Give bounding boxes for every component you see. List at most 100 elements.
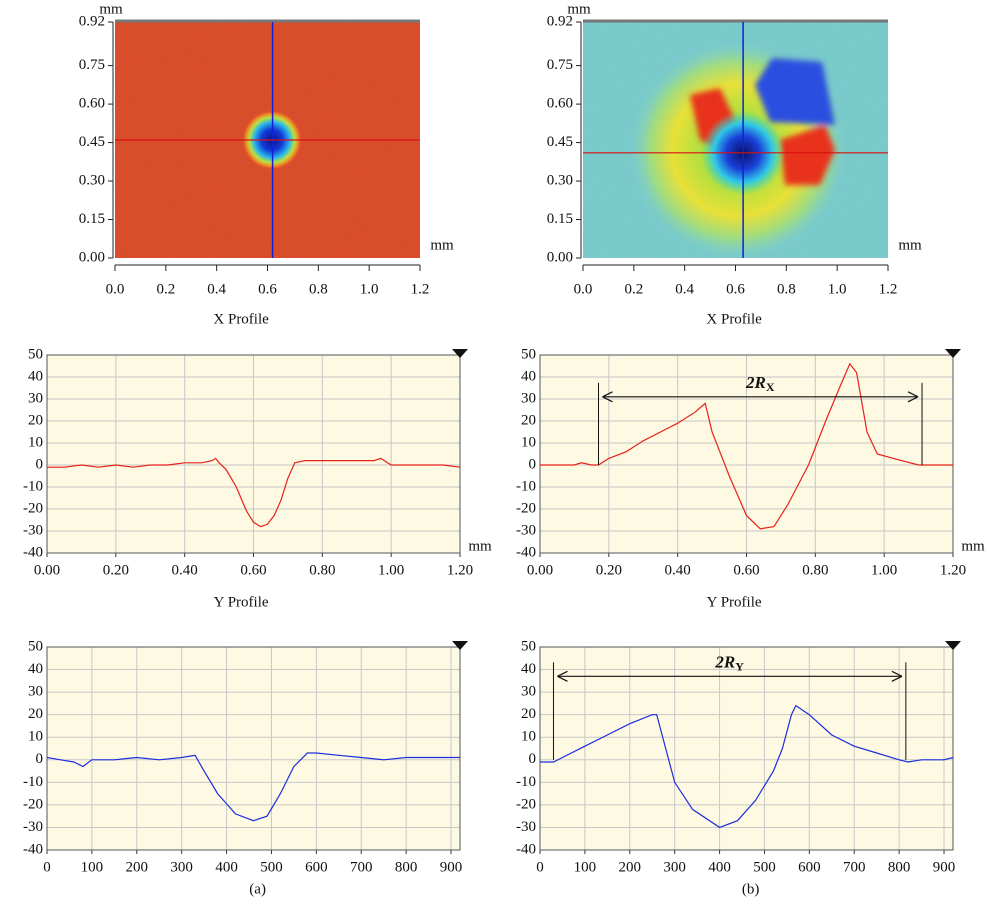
x-tick-label: 200 <box>619 859 642 875</box>
span-label: 2RX <box>745 373 775 394</box>
x-tick-label: 700 <box>350 859 373 875</box>
profile-line <box>47 457 461 528</box>
profile-line <box>46 752 460 822</box>
x-tick-label: 1.00 <box>378 562 404 578</box>
x-tick-label: 300 <box>663 859 686 875</box>
y-tick-label: 0.15 <box>79 211 105 227</box>
x-tick-label: 0.2 <box>624 281 643 297</box>
profile-title: Y Profile <box>214 594 269 610</box>
x-axis-unit: mm <box>430 237 454 253</box>
x-tick-label: 0 <box>536 859 544 875</box>
plot-frame <box>539 646 954 851</box>
y-tick-label: 10 <box>521 729 536 745</box>
x-tick-label: 100 <box>574 859 597 875</box>
plot-frame <box>46 354 461 554</box>
y-tick-label: 0 <box>529 751 537 767</box>
y-tick-label: 0.45 <box>547 134 573 150</box>
y-tick-label: 50 <box>28 346 43 362</box>
y-tick-label: -10 <box>23 478 43 494</box>
y-tick-label: -10 <box>23 774 43 790</box>
y-tick-label: 10 <box>521 434 536 450</box>
x-tick-label: 800 <box>888 859 911 875</box>
x-tick-label: 0.8 <box>309 281 328 297</box>
y-tick-label: -10 <box>516 774 536 790</box>
y-tick-label: 0 <box>529 456 537 472</box>
y-tick-label: 10 <box>28 434 43 450</box>
x-tick-label: 0.00 <box>527 562 553 578</box>
plot-frame <box>46 646 461 851</box>
y-tick-label: 0.45 <box>79 134 105 150</box>
y-tick-label: -30 <box>516 522 536 538</box>
y-tick-label: 0.30 <box>547 172 573 188</box>
x-tick-label: 200 <box>126 859 149 875</box>
y-tick-label: -40 <box>516 841 536 857</box>
y-tick-label: 0.60 <box>547 96 573 112</box>
y-tick-label: -10 <box>516 478 536 494</box>
y-tick-label: 50 <box>521 638 536 654</box>
y-tick-label: 40 <box>521 661 536 677</box>
x-tick-label: 1.2 <box>411 281 430 297</box>
height-map-b <box>583 22 888 258</box>
y-axis-unit: mm <box>567 1 591 17</box>
x-tick-label: 800 <box>395 859 418 875</box>
x-tick-label: 0.6 <box>258 281 277 297</box>
x-tick-label: 0.6 <box>726 281 745 297</box>
marker-triangle <box>945 349 961 358</box>
y-tick-label: 0.92 <box>79 13 105 29</box>
x-axis-unit: mm <box>961 538 985 554</box>
y-axis-unit: mm <box>99 1 123 17</box>
x-tick-label: 900 <box>440 859 463 875</box>
y-tick-label: 20 <box>28 706 43 722</box>
y-tick-label: -30 <box>23 522 43 538</box>
y-tick-label: 0.30 <box>79 172 105 188</box>
profile-line <box>540 704 954 829</box>
y-tick-label: -40 <box>516 544 536 560</box>
y-tick-label: 40 <box>521 368 536 384</box>
y-tick-label: 0.92 <box>547 13 573 29</box>
y-tick-label: -30 <box>23 819 43 835</box>
x-tick-label: 600 <box>305 859 328 875</box>
y-tick-label: 0.75 <box>547 57 573 73</box>
x-tick-label: 0.80 <box>802 562 828 578</box>
y-tick-label: 40 <box>28 368 43 384</box>
y-tick-label: 0.60 <box>79 96 105 112</box>
y-tick-label: -20 <box>23 500 43 516</box>
x-tick-label: 0.60 <box>240 562 266 578</box>
y-tick-label: 0.00 <box>547 249 573 265</box>
y-tick-label: 0.75 <box>79 57 105 73</box>
span-label-main: 2R <box>714 652 735 671</box>
x-tick-label: 1.2 <box>879 281 898 297</box>
x-tick-label: 0.60 <box>733 562 759 578</box>
x-tick-label: 0.40 <box>172 562 198 578</box>
x-tick-label: 0.00 <box>34 562 60 578</box>
arrow-head <box>602 391 919 403</box>
arrow-head <box>557 670 903 682</box>
y-tick-label: 0.00 <box>79 249 105 265</box>
x-tick-label: 400 <box>708 859 731 875</box>
marker-triangle <box>945 641 961 650</box>
x-tick-label: 1.20 <box>940 562 966 578</box>
x-tick-label: 0.8 <box>777 281 796 297</box>
x-tick-label: 100 <box>81 859 104 875</box>
x-tick-label: 300 <box>170 859 193 875</box>
x-tick-label: 0.0 <box>106 281 125 297</box>
x-tick-label: 0.4 <box>207 281 226 297</box>
y-tick-label: 10 <box>28 729 43 745</box>
y-tick-label: -40 <box>23 841 43 857</box>
y-tick-label: 30 <box>28 390 43 406</box>
x-tick-label: 1.0 <box>360 281 379 297</box>
x-tick-label: 600 <box>798 859 821 875</box>
y-tick-label: -40 <box>23 544 43 560</box>
y-tick-label: 50 <box>521 346 536 362</box>
y-tick-label: 0 <box>36 456 44 472</box>
profile-line <box>540 362 953 530</box>
y-tick-label: 20 <box>521 412 536 428</box>
y-tick-label: -20 <box>23 796 43 812</box>
profile-title: X Profile <box>706 311 762 327</box>
y-tick-label: 0 <box>36 751 44 767</box>
y-tick-label: -30 <box>516 819 536 835</box>
x-axis-unit: mm <box>468 538 492 554</box>
x-tick-label: 1.20 <box>447 562 473 578</box>
panel-caption: (b) <box>742 881 760 897</box>
x-tick-label: 0.4 <box>675 281 694 297</box>
